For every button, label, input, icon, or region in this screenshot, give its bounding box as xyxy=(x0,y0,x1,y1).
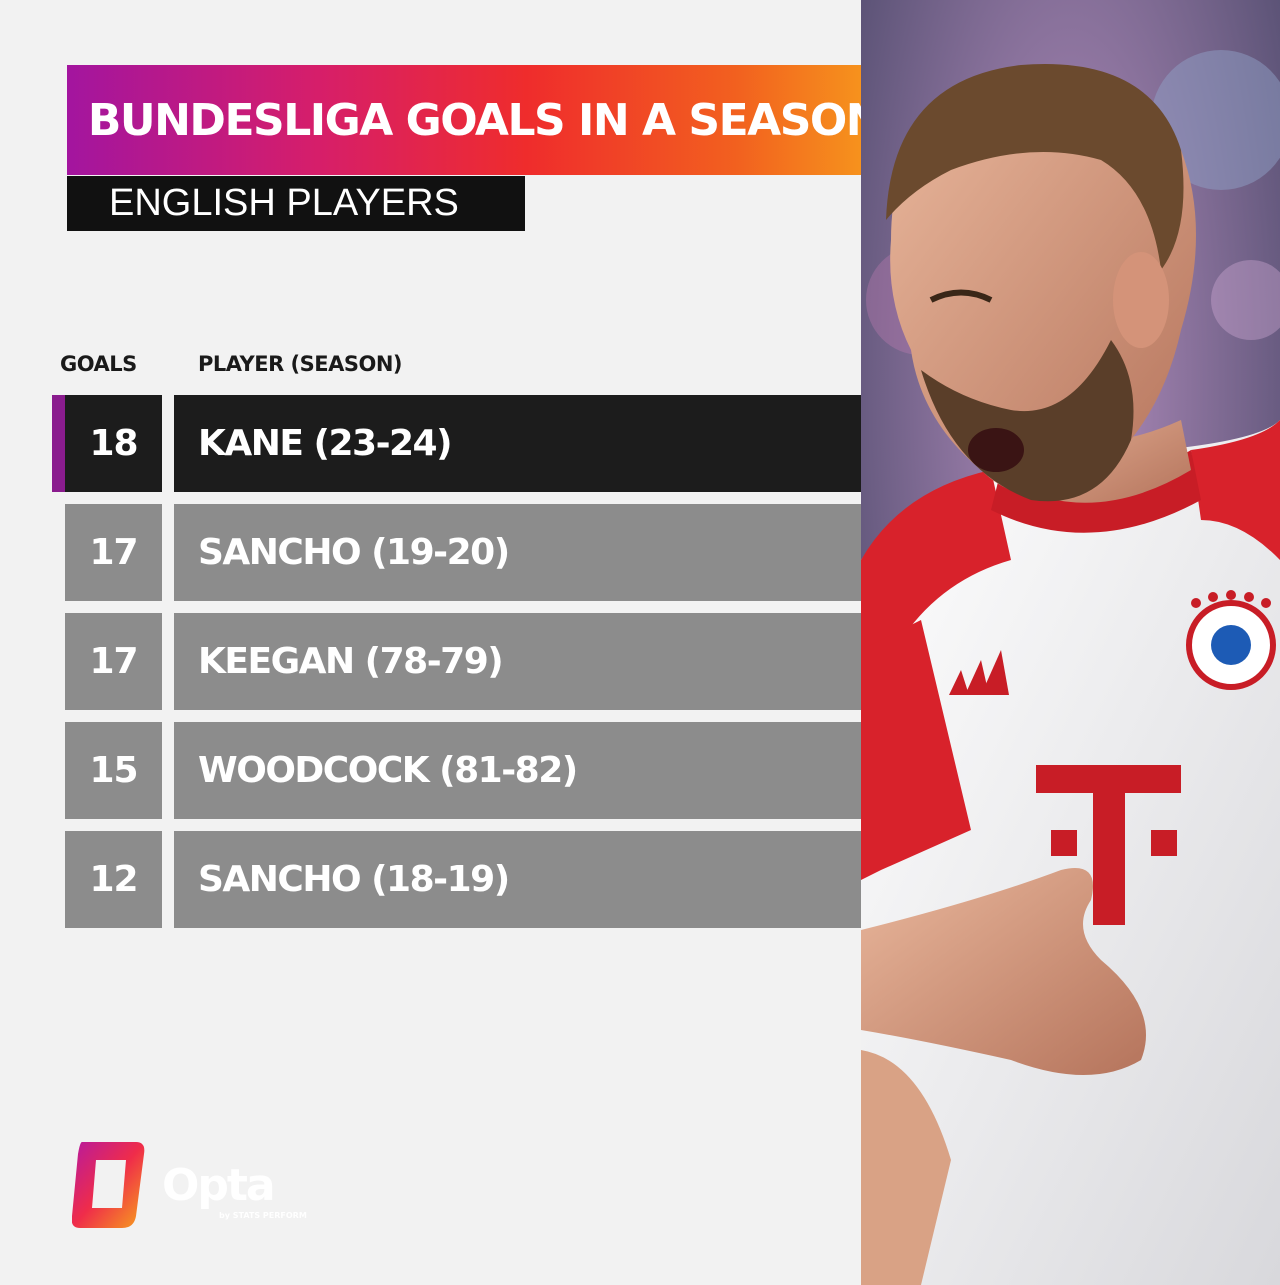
goals-cell: 17 xyxy=(65,504,162,601)
table-row: 17 SANCHO (19-20) xyxy=(0,504,861,601)
player-cell: KANE (23-24) xyxy=(174,395,861,492)
opta-byline: by STATS PERFORM xyxy=(219,1211,307,1220)
goals-cell: 18 xyxy=(65,395,162,492)
player-cell: KEEGAN (78-79) xyxy=(174,613,861,710)
title: BUNDESLIGA GOALS IN A SEASON xyxy=(87,94,883,146)
table-row: 18 KANE (23-24) xyxy=(0,395,861,492)
player-label: KEEGAN (78-79) xyxy=(198,641,504,682)
goals-cell: 12 xyxy=(65,831,162,928)
player-label: KANE (23-24) xyxy=(198,423,453,464)
subtitle-banner: ENGLISH PLAYERS xyxy=(67,176,525,231)
table-row: 17 KEEGAN (78-79) xyxy=(0,613,861,710)
player-illustration xyxy=(861,0,1280,1285)
table-row: 12 SANCHO (18-19) xyxy=(0,831,861,928)
goals-column-header: GOALS xyxy=(60,352,137,376)
opta-logo-icon xyxy=(72,1142,145,1228)
goals-cell: 17 xyxy=(65,613,162,710)
player-label: SANCHO (18-19) xyxy=(198,859,510,900)
table-row: 15 WOODCOCK (81-82) xyxy=(0,722,861,819)
subtitle: ENGLISH PLAYERS xyxy=(109,182,459,224)
title-banner: BUNDESLIGA GOALS IN A SEASON xyxy=(67,65,902,175)
highlight-accent xyxy=(52,395,65,492)
player-cell: SANCHO (19-20) xyxy=(174,504,861,601)
player-column-header: PLAYER (SEASON) xyxy=(198,352,403,376)
opta-wordmark: Opta xyxy=(162,1160,276,1211)
player-cell: SANCHO (18-19) xyxy=(174,831,861,928)
player-label: SANCHO (19-20) xyxy=(198,532,510,573)
goals-cell: 15 xyxy=(65,722,162,819)
player-photo xyxy=(861,0,1280,1285)
player-label: WOODCOCK (81-82) xyxy=(198,750,578,791)
player-cell: WOODCOCK (81-82) xyxy=(174,722,861,819)
